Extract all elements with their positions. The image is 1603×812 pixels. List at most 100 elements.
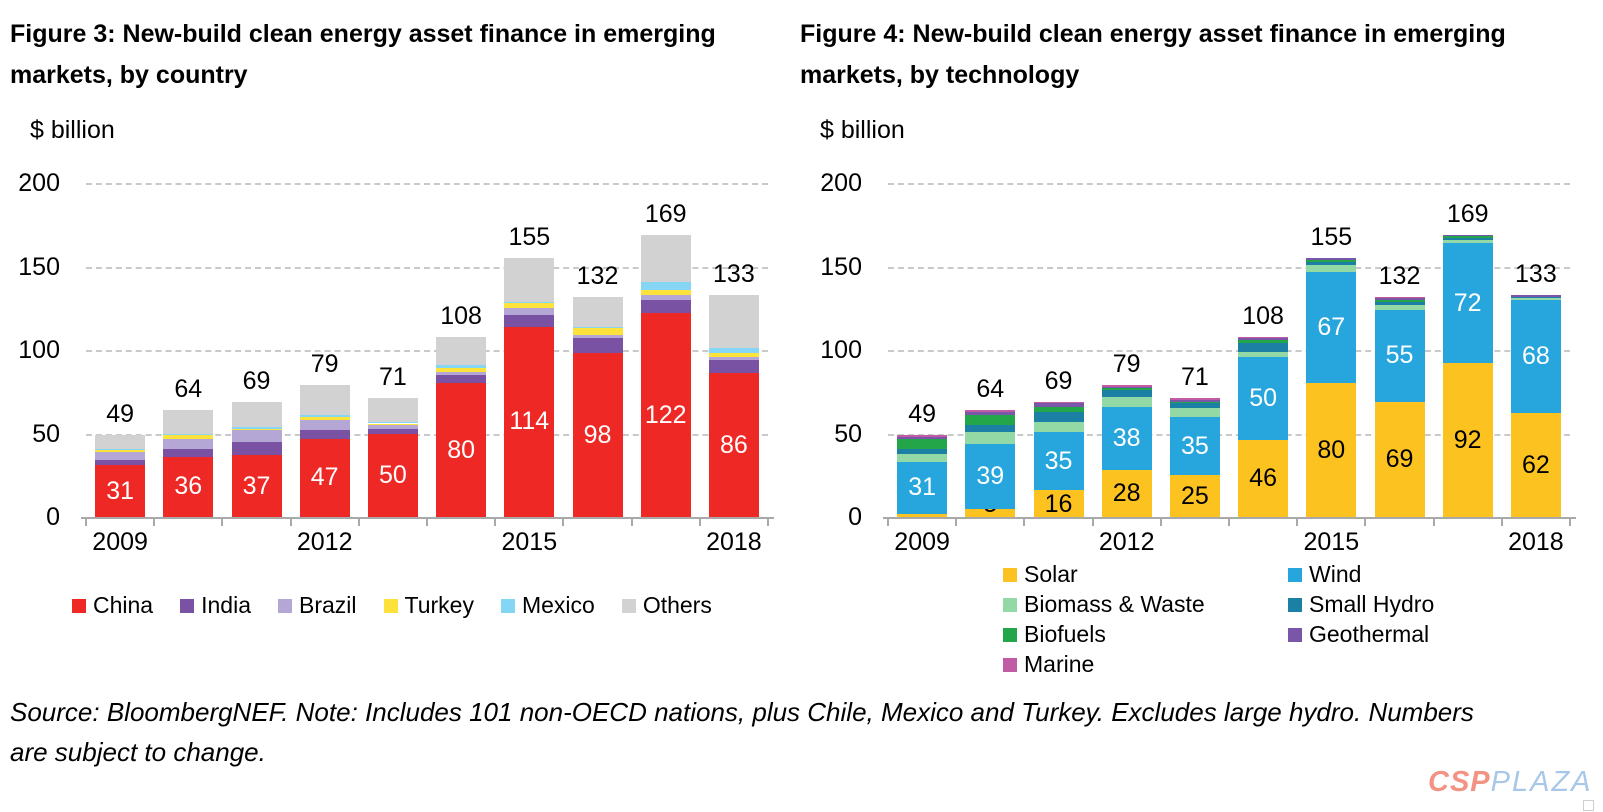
bar-segment-geothermal-2018 [1510, 294, 1561, 297]
x-axis-tick-mark [1500, 518, 1503, 526]
bar-segment-solar-2012 [1101, 470, 1152, 517]
bar-segment-china-2009 [95, 465, 146, 517]
logo-csp-text: CSP [1428, 766, 1491, 798]
bar-segment-geothermal-2011 [1033, 403, 1084, 407]
bar-segment-small-hydro-2011 [1033, 411, 1084, 422]
bar-value-label-solar-2014: 46 [1249, 464, 1277, 493]
bar-segment-others-2012 [299, 385, 350, 416]
bar-segment-biofuels-2012 [1101, 388, 1152, 391]
bar-segment-solar-2013 [1169, 475, 1220, 517]
x-axis-label-2012: 2012 [1098, 528, 1155, 556]
bar-segment-china-2010 [163, 456, 214, 517]
bar-segment-small-hydro-2014 [1238, 343, 1289, 352]
x-axis-tick-mark [1228, 518, 1230, 526]
bar-segment-india-2011 [231, 441, 282, 456]
bar-segment-small-hydro-2009 [897, 448, 948, 454]
y-axis-tick-label: 150 [820, 252, 862, 281]
bar-segment-others-2011 [231, 401, 282, 427]
bar-segment-solar-2017 [1442, 363, 1493, 517]
legend-swatch-solar [1003, 567, 1017, 582]
bar-total-label-2014: 108 [440, 301, 482, 330]
bar-segment-turkey-2018 [708, 353, 759, 357]
bar-segment-mexico-2009 [95, 448, 146, 451]
legend-label-marine: Marine [1024, 651, 1095, 677]
legend-item-turkey: Turkey [383, 594, 474, 617]
bar-segment-mexico-2018 [708, 348, 759, 354]
legend-label-biomass-waste: Biomass & Waste [1024, 591, 1205, 617]
legend-swatch-biomass-waste [1003, 597, 1017, 612]
legend-swatch-small-hydro [1288, 597, 1302, 612]
bar-segment-brazil-2014 [436, 371, 487, 376]
x-axis-tick-mark [767, 518, 769, 526]
legend-label-others: Others [642, 592, 712, 618]
bar-segment-wind-2017 [1442, 243, 1493, 364]
bar-segment-wind-2012 [1101, 406, 1152, 471]
bar-segment-biomass-waste-2016 [1374, 304, 1425, 310]
x-axis-tick-mark [955, 518, 958, 526]
bar-segment-turkey-2015 [504, 303, 555, 309]
x-axis-tick-mark [221, 518, 224, 526]
figure4-title-line1: Figure 4: New-build clean energy asset f… [800, 20, 1506, 48]
y-axis-tick-label: 100 [18, 336, 60, 364]
x-axis-tick-mark [630, 518, 633, 526]
bar-segment-biofuels-2017 [1442, 236, 1493, 239]
figure3-title-line2: markets, by country [10, 61, 248, 89]
figure3-legend: China India Brazil Turkey Mexico Others [72, 594, 712, 617]
legend-item-geothermal: Geothermal [1288, 623, 1434, 646]
bar-segment-biofuels-2013 [1169, 401, 1220, 404]
bar-value-label-wind-2010: 39 [976, 461, 1005, 490]
bar-segment-mexico-2015 [504, 301, 555, 304]
bar-value-label-china-2014: 80 [447, 435, 475, 464]
bar-segment-geothermal-2010 [965, 411, 1016, 416]
legend-item-china: China [72, 594, 153, 617]
bar-segment-china-2016 [572, 353, 623, 517]
figure4-unit-label: $ billion [820, 116, 905, 144]
legend-swatch-others [621, 598, 636, 613]
bar-segment-others-2009 [95, 435, 146, 449]
x-axis-label-2009: 2009 [92, 528, 148, 556]
bar-segment-india-2012 [299, 430, 350, 439]
gridline-100 [888, 350, 1570, 352]
bar-segment-biomass-waste-2011 [1033, 421, 1084, 432]
bar-segment-brazil-2016 [572, 334, 623, 339]
bar-total-label-2010: 64 [174, 375, 203, 404]
bar-total-label-2011: 69 [1044, 366, 1073, 395]
gridline-150 [86, 266, 768, 269]
legend-swatch-china [72, 598, 86, 613]
bar-total-label-2018: 133 [1515, 259, 1557, 288]
bar-segment-turkey-2011 [231, 428, 282, 431]
bar-total-label-2017: 169 [644, 199, 687, 228]
legend-item-brazil: Brazil [277, 594, 357, 617]
bar-value-label-wind-2011: 35 [1044, 446, 1073, 475]
bar-segment-biomass-waste-2009 [897, 453, 948, 462]
bar-segment-marine-2010 [965, 410, 1016, 412]
legend-label-india: India [201, 592, 251, 618]
bar-segment-brazil-2018 [708, 356, 759, 361]
y-axis-tick-label: 200 [18, 169, 60, 197]
x-axis-tick-mark [1091, 518, 1094, 526]
bar-total-label-2015: 155 [1310, 223, 1353, 252]
bar-segment-wind-2010 [965, 443, 1016, 509]
bar-segment-mexico-2013 [367, 421, 418, 424]
x-axis-tick-mark [1569, 518, 1571, 526]
bar-total-label-2010: 64 [976, 375, 1005, 404]
bar-segment-wind-2015 [1306, 271, 1357, 384]
bar-segment-mexico-2017 [640, 281, 691, 290]
bar-segment-india-2016 [572, 338, 623, 354]
bar-segment-china-2012 [299, 438, 350, 517]
bar-segment-china-2014 [436, 383, 487, 517]
legend-label-small-hydro: Small Hydro [1309, 591, 1435, 617]
bar-segment-biomass-waste-2018 [1510, 298, 1561, 300]
bar-segment-small-hydro-2013 [1169, 403, 1220, 409]
bar-segment-china-2017 [640, 313, 691, 517]
legend-swatch-marine [1003, 657, 1017, 672]
bar-value-label-china-2016: 98 [583, 420, 612, 449]
gridline-50 [888, 433, 1570, 436]
bar-segment-marine-2013 [1169, 398, 1220, 401]
bar-segment-biomass-waste-2010 [965, 431, 1016, 444]
legend-swatch-turkey [383, 598, 398, 613]
x-axis-label-2009: 2009 [894, 528, 950, 556]
bar-segment-mexico-2010 [163, 433, 214, 436]
bar-total-label-2012: 79 [1112, 350, 1141, 379]
